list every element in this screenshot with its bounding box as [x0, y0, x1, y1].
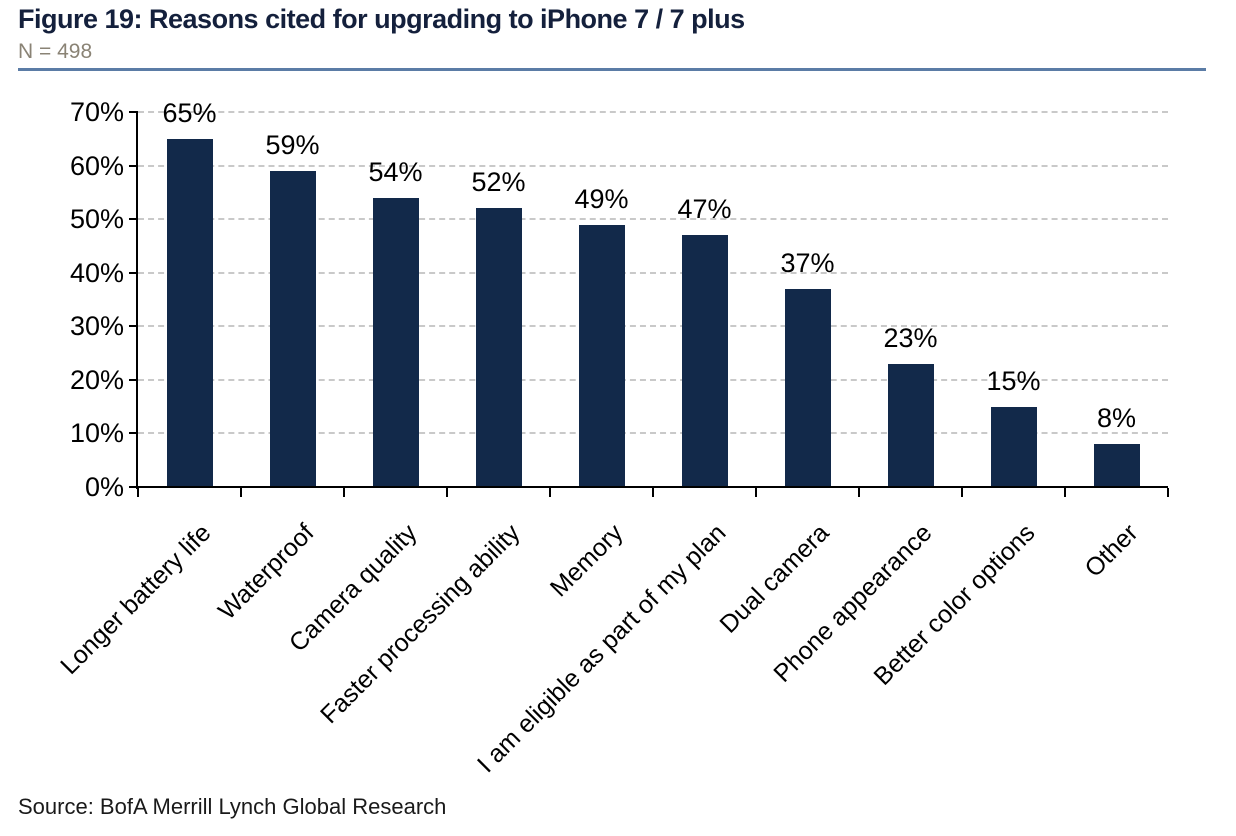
source-note: Source: BofA Merrill Lynch Global Resear…	[18, 794, 447, 819]
gridline-10	[138, 432, 1168, 435]
bar	[166, 138, 213, 487]
bar	[269, 170, 316, 487]
bar	[1093, 444, 1140, 487]
y-tick-label: 70%	[69, 97, 124, 127]
x-axis-tick	[1167, 488, 1169, 497]
x-axis-tick	[343, 488, 345, 497]
y-tick-label: 20%	[69, 364, 124, 395]
y-axis-tick	[129, 271, 138, 274]
bar-value-label: 15%	[986, 365, 1041, 396]
bar-value-label: 49%	[574, 183, 629, 214]
x-axis-tick	[1064, 488, 1066, 497]
x-axis-tick	[240, 488, 242, 497]
bar-value-label: 52%	[471, 167, 526, 198]
x-axis-tick	[858, 488, 860, 497]
bar	[475, 208, 522, 487]
title-divider	[18, 68, 1206, 71]
x-axis	[136, 486, 1168, 488]
gridline-60	[138, 164, 1168, 167]
bar-value-label: 54%	[368, 156, 423, 187]
bar	[990, 406, 1037, 487]
gridline-30	[138, 325, 1168, 328]
y-axis-tick	[129, 111, 138, 113]
gridline-50	[138, 218, 1168, 221]
figure-subtitle: N = 498	[18, 40, 93, 63]
y-axis-tick	[129, 218, 138, 221]
bar-value-label: 47%	[677, 194, 732, 225]
bar	[784, 288, 831, 487]
y-tick-label: 30%	[69, 311, 124, 342]
x-axis-tick	[137, 488, 139, 497]
x-axis-tick	[652, 488, 654, 497]
bar	[887, 363, 934, 487]
y-tick-label: 50%	[69, 204, 124, 235]
y-axis-tick	[129, 164, 138, 167]
gridline-20	[138, 378, 1168, 381]
y-axis-tick	[129, 486, 138, 488]
x-axis-tick	[961, 488, 963, 497]
y-axis-tick	[129, 432, 138, 435]
bar	[681, 235, 728, 487]
y-tick-label: 0%	[84, 472, 124, 502]
y-axis-tick	[129, 378, 138, 381]
y-tick-label: 40%	[69, 257, 124, 288]
gridline-40	[138, 271, 1168, 274]
bar-value-label: 23%	[883, 322, 938, 353]
bar	[372, 197, 419, 487]
bar-value-label: 59%	[265, 129, 320, 160]
gridline-70	[138, 111, 1168, 113]
x-axis-tick	[549, 488, 551, 497]
x-axis-tick	[755, 488, 757, 497]
figure-title: Figure 19: Reasons cited for upgrading t…	[18, 4, 745, 34]
y-axis	[136, 112, 138, 489]
y-tick-label: 60%	[69, 150, 124, 181]
bar-value-label: 37%	[780, 247, 835, 278]
y-tick-label: 10%	[69, 418, 124, 449]
y-axis-tick	[129, 325, 138, 328]
bar	[578, 224, 625, 487]
x-axis-tick	[446, 488, 448, 497]
bar-value-label: 65%	[162, 97, 217, 128]
bar-value-label: 8%	[1096, 403, 1137, 434]
